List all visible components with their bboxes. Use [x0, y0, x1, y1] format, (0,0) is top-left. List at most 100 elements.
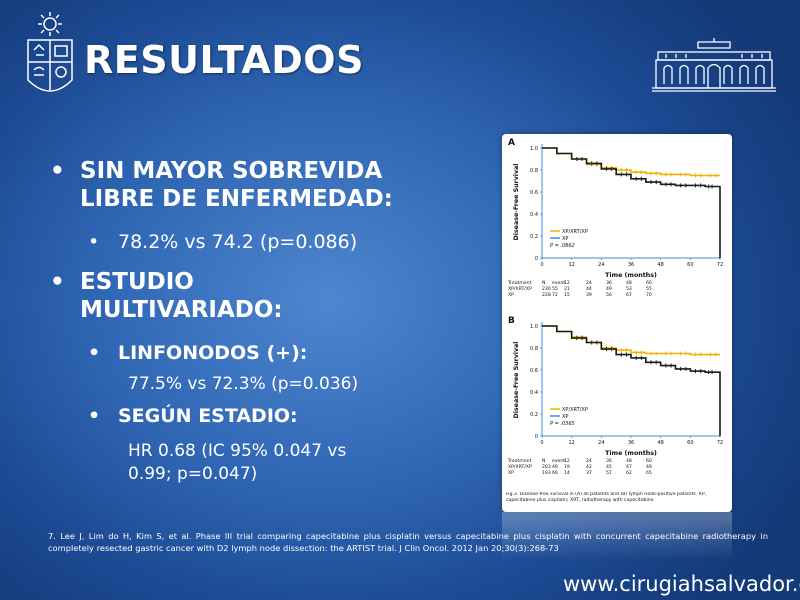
panel-b-series-xpxrtxp [542, 325, 720, 356]
panel-b-series-xp [542, 325, 721, 436]
figure-reflection [502, 512, 732, 560]
bullet-dot: • [88, 231, 100, 253]
table-cell: 203 [542, 464, 551, 470]
table-header-cell: N [542, 280, 545, 286]
bullet-dot: • [50, 158, 65, 184]
panel-a-p-value: P = .0862 [550, 243, 575, 249]
panel-b-legend-2: XP [562, 414, 568, 420]
figure-caption-container: Fig 2. Disease-free survival in (A) all … [506, 492, 706, 503]
panel-a-series-xpxrtxp [542, 147, 720, 177]
panel-b-y-label: Disease-Free Survival [513, 342, 520, 419]
table-cell: 230 [542, 286, 551, 292]
table-cell: 49 [606, 286, 612, 292]
bullet-dot: • [88, 342, 101, 364]
y-tick-label: 1.0 [530, 324, 538, 330]
panel-b-p-value: P = .0365 [550, 421, 575, 427]
x-tick-label: 48 [657, 262, 663, 268]
table-cell: 62 [626, 470, 632, 476]
x-tick-label: 72 [717, 262, 723, 268]
table-cell: XP [508, 292, 514, 298]
y-tick-label: 0 [535, 434, 538, 440]
panel-b-legend-1: XP/XRT/XP [562, 407, 588, 413]
bullet-dot: • [50, 269, 65, 295]
table-cell: 66 [552, 470, 558, 476]
y-tick-label: 1.0 [530, 146, 538, 152]
table-cell: 15 [564, 292, 570, 298]
table-header-cell: 24 [586, 458, 592, 464]
table-cell: 56 [606, 292, 612, 298]
sub-bullet-lymph-nodes: • LINFONODOS (+): [88, 341, 307, 365]
survival-figure-svg: A Disease-Free Survival 1.0 0.8 0.6 0.4 0.2 0… [506, 138, 723, 503]
university-star-crest-icon [27, 12, 73, 92]
table-cell: 193 [542, 470, 551, 476]
x-tick-label: 0 [540, 262, 543, 268]
table-cell: 55 [552, 286, 558, 292]
x-tick-label: 60 [687, 262, 693, 268]
table-cell: 72 [552, 292, 558, 298]
panel-a-legend-1: XP/XRT/XP [562, 229, 588, 235]
bullet-text-line2: LIBRE DE ENFERMEDAD: [80, 186, 393, 212]
table-cell: XP/XRT/XP [508, 464, 532, 470]
table-header-cell: event [552, 458, 565, 464]
panel-b-x-label: Time (months) [605, 450, 657, 457]
bullet-disease-free-survival: • SIN MAYOR SOBREVIDA LIBRE DE ENFERMEDA… [50, 157, 393, 213]
x-tick-label: 24 [598, 262, 604, 268]
table-header-cell: 60 [646, 458, 652, 464]
table-cell: XP [508, 470, 514, 476]
stage-detail-line2: 0.99; p=0.047) [128, 464, 258, 484]
table-cell: 44 [586, 286, 592, 292]
table-cell: 55 [646, 286, 652, 292]
sub-bullet-stage: • SEGÚN ESTADIO: [88, 404, 298, 428]
table-header-cell: 36 [606, 280, 612, 286]
stage-detail: HR 0.68 (IC 95% 0.047 vs 0.99; p=0.047) [128, 440, 346, 486]
bullet-text-line1: SIN MAYOR SOBREVIDA [80, 158, 383, 184]
bullet-text-line1: ESTUDIO [80, 269, 194, 295]
lymph-nodes-detail: 77.5% vs 72.3% (p=0.036) [128, 374, 359, 394]
table-header-cell: 48 [626, 458, 632, 464]
reference-citation: 7. Lee J, Lim do H, Kim S, et al. Phase … [48, 531, 768, 553]
table-cell: 70 [646, 292, 652, 298]
table-header-cell: 12 [564, 458, 570, 464]
table-cell: 14 [564, 470, 570, 476]
panel-a-label: A [508, 138, 515, 148]
table-cell: 65 [646, 470, 652, 476]
bullet-text-line2: MULTIVARIADO: [80, 297, 283, 323]
sub-bullet-text: LINFONODOS (+): [118, 342, 308, 364]
y-tick-label: 0.6 [530, 190, 538, 196]
y-tick-label: 0.2 [530, 234, 538, 240]
table-cell: 51 [606, 470, 612, 476]
table-cell: 49 [552, 464, 558, 470]
table-header-cell: Treatment [507, 458, 532, 464]
table-cell: 37 [586, 470, 592, 476]
y-tick-label: 0.4 [530, 390, 538, 396]
table-header-cell: 36 [606, 458, 612, 464]
survival-figure: A Disease-Free Survival 1.0 0.8 0.6 0.4 0.2 0… [502, 134, 732, 512]
hospital-building-icon [652, 38, 776, 92]
table-header-cell: 48 [626, 280, 632, 286]
table-cell: 21 [564, 286, 570, 292]
x-tick-label: 36 [628, 262, 634, 268]
x-tick-label: 0 [540, 440, 543, 446]
panel-a-y-label: Disease-Free Survival [513, 164, 520, 241]
table-header-cell: 60 [646, 280, 652, 286]
x-tick-label: 12 [568, 262, 574, 268]
sub-bullet-text: SEGÚN ESTADIO: [118, 405, 298, 427]
table-cell: 19 [564, 464, 570, 470]
bullet-multivariate-study: • ESTUDIO MULTIVARIADO: [50, 268, 283, 324]
sub-bullet-text: 78.2% vs 74.2 (p=0.086) [118, 231, 358, 253]
table-cell: 228 [542, 292, 551, 298]
table-header-cell: 24 [586, 280, 592, 286]
x-tick-label: 48 [657, 440, 663, 446]
table-cell: 49 [646, 464, 652, 470]
x-tick-label: 60 [687, 440, 693, 446]
x-tick-label: 36 [628, 440, 634, 446]
bullet-dot: • [88, 405, 101, 427]
table-cell: 67 [626, 292, 632, 298]
panel-a-legend-2: XP [562, 236, 568, 242]
y-tick-label: 0 [535, 256, 538, 262]
table-header-cell: N [542, 458, 545, 464]
panel-a-x-label: Time (months) [605, 272, 657, 279]
panel-b-label: B [508, 316, 515, 326]
table-cell: 53 [626, 286, 632, 292]
